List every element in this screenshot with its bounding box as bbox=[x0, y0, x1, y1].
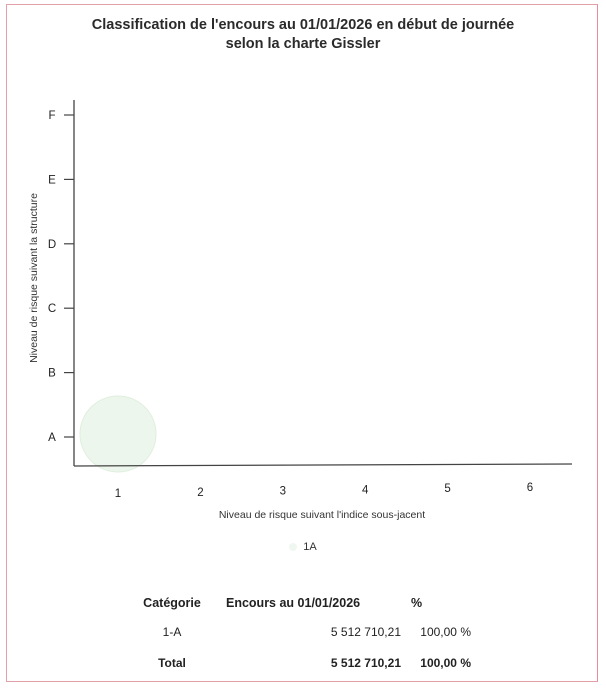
table-total-row: Total 5 512 710,21 100,00 % bbox=[128, 644, 481, 675]
total-label: Total bbox=[158, 656, 186, 670]
chart-title-line-2: selon la charte Gissler bbox=[225, 36, 381, 52]
y-axis-title: Niveau de risque suivant la structure bbox=[28, 193, 40, 363]
chart-title: Classification de l'encours au 01/01/202… bbox=[0, 16, 606, 54]
total-percent: 100,00 % bbox=[420, 656, 471, 670]
y-tick-label-B: B bbox=[48, 368, 56, 380]
x-tick-label-4: 4 bbox=[362, 484, 369, 496]
table-header-row: Catégorie Encours au 01/01/2026 % bbox=[128, 592, 481, 620]
total-encours: 5 512 710,21 bbox=[330, 656, 401, 670]
chart-legend: 1A bbox=[0, 541, 606, 553]
x-tick-label-3: 3 bbox=[280, 486, 286, 498]
y-tick-label-C: C bbox=[48, 303, 56, 315]
x-tick-label-6: 6 bbox=[527, 482, 533, 494]
table-row: 1-A 5 512 710,21 100,00 % bbox=[128, 620, 481, 644]
y-tick-label-D: D bbox=[48, 239, 56, 251]
legend-swatch-1a bbox=[289, 543, 298, 552]
header-encours: Encours au 01/01/2026 bbox=[226, 596, 361, 610]
cell-percent: 100,00 % bbox=[420, 625, 471, 639]
legend-label-1a: 1A bbox=[303, 541, 317, 553]
x-tick-label-1: 1 bbox=[115, 488, 121, 500]
header-percent: % bbox=[411, 596, 423, 610]
cell-encours: 5 512 710,21 bbox=[330, 625, 401, 639]
y-tick-label-A: A bbox=[48, 432, 56, 444]
header-categorie: Catégorie bbox=[143, 596, 201, 610]
x-axis-title: Niveau de risque suivant l'indice sous-j… bbox=[219, 509, 425, 521]
gissler-bubble-chart: A B C D E F 1 2 3 4 5 6 Niveau de risque suivant l'i… bbox=[28, 100, 573, 521]
y-tick-label-F: F bbox=[48, 110, 55, 122]
y-tick-label-E: E bbox=[48, 174, 56, 186]
encours-summary-table: Catégorie Encours au 01/01/2026 % 1-A 5 … bbox=[128, 592, 481, 675]
x-axis-line bbox=[73, 463, 573, 467]
chart-title-line-1: Classification de l'encours au 01/01/202… bbox=[91, 17, 515, 33]
bubble-1A bbox=[79, 395, 157, 473]
chart-frame bbox=[6, 4, 598, 682]
x-tick-label-5: 5 bbox=[444, 483, 450, 495]
x-tick-label-2: 2 bbox=[197, 487, 203, 499]
cell-category: 1-A bbox=[162, 625, 182, 639]
